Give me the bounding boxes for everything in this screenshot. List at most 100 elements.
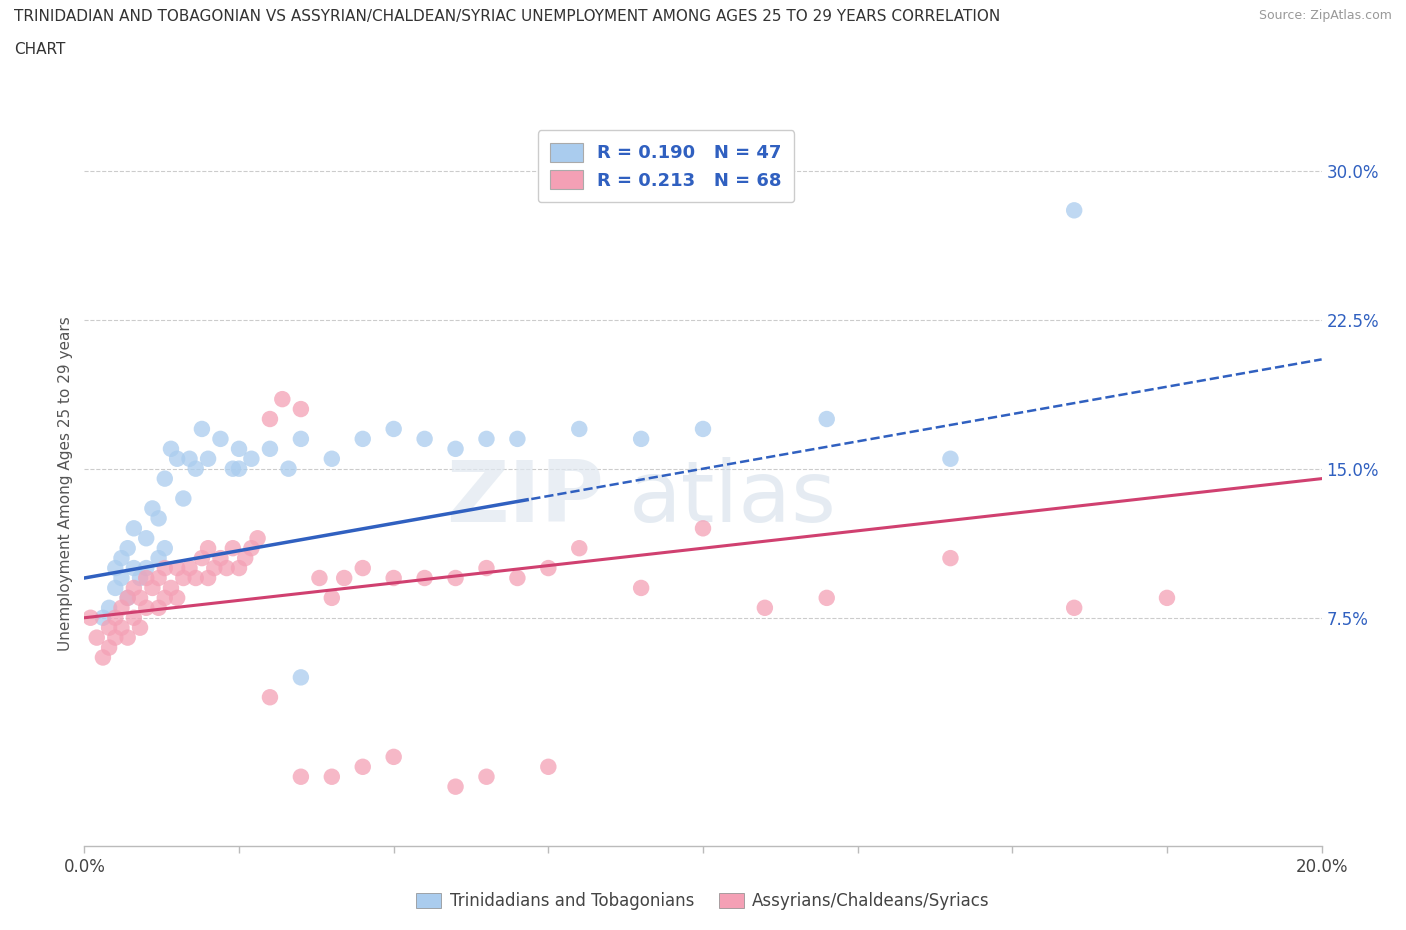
Point bbox=[290, 769, 312, 784]
Point bbox=[104, 561, 127, 576]
Point bbox=[475, 561, 498, 576]
Point bbox=[184, 461, 207, 476]
Legend: Trinidadians and Tobagonians, Assyrians/Chaldeans/Syriacs: Trinidadians and Tobagonians, Assyrians/… bbox=[409, 885, 997, 917]
Point bbox=[815, 591, 838, 605]
Point bbox=[129, 591, 152, 605]
Point bbox=[104, 631, 127, 645]
Point bbox=[271, 392, 294, 406]
Point bbox=[135, 531, 157, 546]
Text: TRINIDADIAN AND TOBAGONIAN VS ASSYRIAN/CHALDEAN/SYRIAC UNEMPLOYMENT AMONG AGES 2: TRINIDADIAN AND TOBAGONIAN VS ASSYRIAN/C… bbox=[14, 9, 1000, 24]
Point bbox=[352, 760, 374, 775]
Point bbox=[122, 610, 145, 625]
Point bbox=[321, 591, 343, 605]
Point bbox=[166, 451, 188, 466]
Point bbox=[148, 551, 170, 565]
Point bbox=[209, 432, 232, 446]
Point bbox=[179, 561, 201, 576]
Point bbox=[321, 451, 343, 466]
Point bbox=[122, 561, 145, 576]
Point bbox=[79, 610, 101, 625]
Point bbox=[1063, 203, 1085, 218]
Point bbox=[110, 620, 132, 635]
Legend: R = 0.190   N = 47, R = 0.213   N = 68: R = 0.190 N = 47, R = 0.213 N = 68 bbox=[537, 130, 794, 202]
Point bbox=[110, 571, 132, 586]
Point bbox=[259, 690, 281, 705]
Point bbox=[754, 601, 776, 616]
Point bbox=[135, 571, 157, 586]
Point bbox=[630, 580, 652, 595]
Point bbox=[117, 591, 139, 605]
Text: CHART: CHART bbox=[14, 42, 66, 57]
Point bbox=[444, 442, 467, 457]
Point bbox=[148, 571, 170, 586]
Point bbox=[148, 601, 170, 616]
Point bbox=[240, 540, 263, 555]
Point bbox=[475, 432, 498, 446]
Point bbox=[166, 591, 188, 605]
Point bbox=[222, 461, 245, 476]
Point bbox=[290, 432, 312, 446]
Text: ZIP: ZIP bbox=[446, 457, 605, 539]
Point bbox=[135, 561, 157, 576]
Point bbox=[506, 432, 529, 446]
Point bbox=[197, 571, 219, 586]
Point bbox=[228, 461, 250, 476]
Point bbox=[91, 610, 114, 625]
Point bbox=[537, 561, 560, 576]
Point bbox=[382, 571, 405, 586]
Point bbox=[352, 432, 374, 446]
Point bbox=[117, 540, 139, 555]
Point bbox=[141, 580, 163, 595]
Point bbox=[240, 451, 263, 466]
Point bbox=[141, 501, 163, 516]
Point bbox=[815, 412, 838, 427]
Point bbox=[129, 571, 152, 586]
Point bbox=[233, 551, 256, 565]
Point bbox=[259, 412, 281, 427]
Point bbox=[172, 571, 194, 586]
Point bbox=[444, 779, 467, 794]
Point bbox=[209, 551, 232, 565]
Point bbox=[110, 601, 132, 616]
Point bbox=[382, 750, 405, 764]
Point bbox=[98, 640, 121, 655]
Point bbox=[352, 561, 374, 576]
Point bbox=[413, 571, 436, 586]
Point bbox=[153, 472, 176, 486]
Point bbox=[98, 620, 121, 635]
Text: Source: ZipAtlas.com: Source: ZipAtlas.com bbox=[1258, 9, 1392, 22]
Point bbox=[1156, 591, 1178, 605]
Point bbox=[308, 571, 330, 586]
Point bbox=[215, 561, 238, 576]
Point bbox=[172, 491, 194, 506]
Point bbox=[122, 521, 145, 536]
Point bbox=[86, 631, 108, 645]
Point bbox=[153, 561, 176, 576]
Point bbox=[153, 540, 176, 555]
Point bbox=[122, 580, 145, 595]
Point bbox=[129, 620, 152, 635]
Point bbox=[506, 571, 529, 586]
Point bbox=[321, 769, 343, 784]
Point bbox=[117, 631, 139, 645]
Point bbox=[290, 670, 312, 684]
Point bbox=[104, 610, 127, 625]
Point bbox=[382, 421, 405, 436]
Point bbox=[333, 571, 356, 586]
Point bbox=[153, 591, 176, 605]
Point bbox=[166, 561, 188, 576]
Point bbox=[160, 442, 183, 457]
Point bbox=[98, 601, 121, 616]
Point bbox=[117, 591, 139, 605]
Point bbox=[290, 402, 312, 417]
Point bbox=[692, 521, 714, 536]
Point bbox=[135, 601, 157, 616]
Point bbox=[939, 551, 962, 565]
Point bbox=[413, 432, 436, 446]
Point bbox=[1063, 601, 1085, 616]
Point bbox=[197, 540, 219, 555]
Point bbox=[110, 551, 132, 565]
Point bbox=[148, 511, 170, 525]
Point bbox=[202, 561, 225, 576]
Point bbox=[259, 442, 281, 457]
